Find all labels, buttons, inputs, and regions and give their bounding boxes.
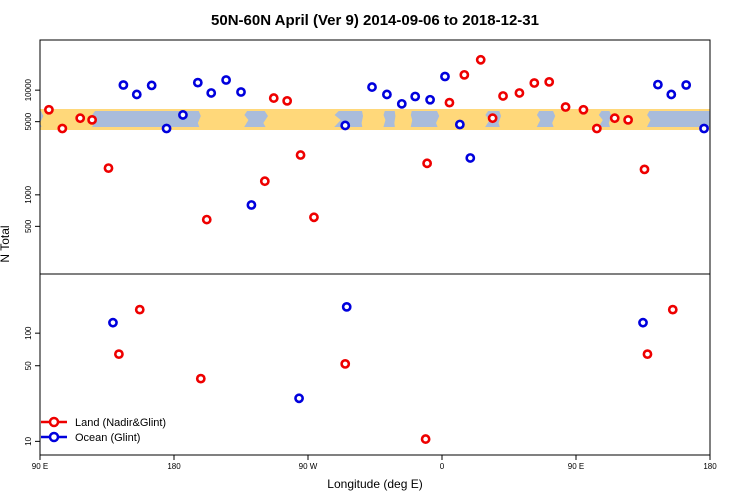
- legend: Land (Nadir&Glint) Ocean (Glint): [41, 416, 166, 444]
- data-point-land: [259, 176, 270, 187]
- data-point-ocean: [465, 153, 476, 163]
- data-point-ocean: [178, 110, 188, 120]
- data-point-land: [268, 93, 279, 103]
- data-point-ocean: [221, 75, 232, 85]
- legend-land-label: Land (Nadir&Glint): [75, 417, 166, 429]
- data-point-land: [475, 54, 486, 65]
- data-point-ocean: [410, 91, 421, 102]
- data-point-ocean: [666, 89, 677, 100]
- data-point-land: [591, 123, 602, 134]
- data-point-land: [295, 150, 306, 160]
- x-tick-label: 90 W: [299, 462, 318, 471]
- data-point-ocean: [396, 98, 407, 109]
- map-land-mass: [394, 109, 413, 130]
- data-point-ocean: [108, 317, 118, 328]
- data-point-land: [201, 214, 212, 225]
- data-point-ocean: [454, 119, 465, 130]
- data-point-ocean: [382, 89, 392, 100]
- data-point-land: [459, 69, 470, 80]
- data-point-ocean: [699, 123, 709, 134]
- data-point-land: [44, 104, 54, 115]
- data-point-land: [639, 164, 650, 175]
- data-point-land: [282, 95, 293, 106]
- y-tick-label: 500: [24, 219, 33, 233]
- x-tick-label: 90 E: [568, 462, 584, 471]
- data-point-ocean: [367, 82, 377, 92]
- y-tick-label: 1000: [24, 185, 33, 203]
- x-tick-label: 180: [703, 462, 717, 471]
- data-point-land: [529, 78, 540, 88]
- data-point-ocean: [681, 80, 692, 90]
- legend-ocean-marker: [48, 431, 60, 443]
- data-point-ocean: [161, 123, 172, 134]
- map-land-mass: [552, 109, 603, 130]
- data-point-land: [57, 123, 68, 134]
- data-point-ocean: [294, 393, 304, 404]
- data-point-ocean: [425, 94, 435, 105]
- data-point-land: [487, 113, 498, 124]
- data-point-land: [667, 304, 678, 315]
- data-point-ocean: [146, 80, 157, 91]
- world-map-band: [40, 109, 710, 130]
- data-point-land: [134, 304, 145, 315]
- map-south-edge: [40, 127, 710, 130]
- data-point-ocean: [652, 79, 663, 90]
- y-tick-label: 5000: [24, 112, 33, 130]
- data-point-ocean: [246, 200, 257, 210]
- map-land-mass: [436, 109, 490, 130]
- data-point-land: [422, 158, 433, 169]
- data-point-land: [642, 349, 653, 360]
- y-tick-label: 10: [24, 436, 33, 445]
- y-tick-label: 10000: [24, 78, 33, 101]
- map-land-mass: [263, 109, 341, 130]
- data-point-ocean: [236, 87, 246, 97]
- data-point-ocean: [192, 77, 203, 88]
- data-point-land: [340, 358, 351, 369]
- chart-title: 50N-60N April (Ver 9) 2014-09-06 to 2018…: [211, 12, 539, 29]
- data-point-ocean: [638, 317, 648, 328]
- data-point-land: [560, 102, 571, 112]
- data-point-land: [309, 212, 319, 223]
- data-point-land: [609, 113, 620, 124]
- map-land-mass: [197, 109, 249, 130]
- data-point-land: [420, 434, 431, 444]
- data-point-land: [195, 373, 206, 384]
- data-point-land: [544, 76, 555, 87]
- data-point-land: [103, 163, 114, 174]
- x-tick-label: 0: [440, 462, 445, 471]
- data-point-ocean: [118, 80, 129, 90]
- data-point-ocean: [206, 88, 217, 98]
- x-tick-label: 180: [167, 462, 181, 471]
- data-point-land: [623, 114, 634, 125]
- y-axis-label: N Total: [0, 225, 12, 262]
- legend-item-land: Land (Nadir&Glint): [41, 416, 166, 429]
- map-land-mass: [498, 109, 541, 130]
- map-land-mass: [361, 109, 386, 130]
- data-point-ocean: [131, 89, 142, 100]
- data-point-ocean: [341, 301, 352, 312]
- x-axis-label: Longitude (deg E): [327, 477, 422, 491]
- data-point-land: [578, 104, 589, 115]
- data-point-land: [87, 114, 98, 125]
- legend-item-ocean: Ocean (Glint): [41, 431, 140, 444]
- data-point-ocean: [340, 120, 351, 131]
- data-point-land: [75, 113, 86, 124]
- data-point-land: [114, 349, 124, 360]
- legend-ocean-label: Ocean (Glint): [75, 432, 140, 444]
- data-point-land: [498, 91, 508, 101]
- y-tick-label: 50: [24, 361, 33, 370]
- data-point-land: [514, 88, 525, 98]
- map-north-edge: [40, 109, 710, 111]
- legend-land-marker: [48, 416, 60, 428]
- data-point-ocean: [440, 71, 450, 82]
- data-point-land: [444, 97, 455, 108]
- y-tick-label: 100: [24, 326, 33, 340]
- plot-frame: [39, 39, 711, 456]
- x-tick-label: 90 E: [32, 462, 48, 471]
